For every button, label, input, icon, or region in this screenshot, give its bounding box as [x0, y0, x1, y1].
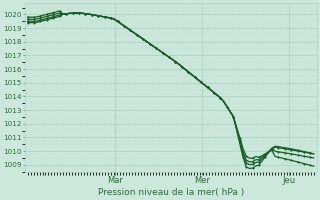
X-axis label: Pression niveau de la mer( hPa ): Pression niveau de la mer( hPa )	[98, 188, 244, 197]
